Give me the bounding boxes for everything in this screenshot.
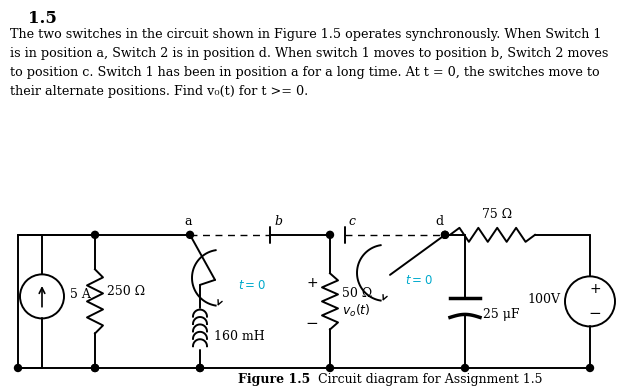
Text: +: + — [589, 282, 601, 296]
Text: 50 Ω: 50 Ω — [342, 287, 372, 300]
Text: $v_o(t)$: $v_o(t)$ — [342, 303, 371, 319]
Circle shape — [92, 365, 98, 372]
Circle shape — [586, 365, 594, 372]
Text: c: c — [348, 215, 355, 228]
Text: Figure 1.5: Figure 1.5 — [238, 373, 310, 386]
Circle shape — [14, 365, 22, 372]
Text: b: b — [274, 215, 282, 228]
Text: −: − — [306, 316, 318, 331]
Text: $t=0$: $t=0$ — [405, 275, 433, 287]
Text: 1.5: 1.5 — [28, 10, 57, 27]
Text: The two switches in the circuit shown in Figure 1.5 operates synchronously. When: The two switches in the circuit shown in… — [10, 28, 602, 41]
Text: +: + — [306, 277, 318, 291]
Text: Circuit diagram for Assignment 1.5: Circuit diagram for Assignment 1.5 — [310, 373, 542, 386]
Text: 5 A: 5 A — [70, 288, 91, 301]
Circle shape — [462, 365, 469, 372]
Text: −: − — [589, 306, 602, 321]
Circle shape — [196, 365, 204, 372]
Circle shape — [441, 231, 449, 238]
Circle shape — [92, 231, 98, 238]
Circle shape — [186, 231, 194, 238]
Circle shape — [92, 365, 98, 372]
Circle shape — [326, 231, 334, 238]
Text: $t=0$: $t=0$ — [238, 279, 266, 292]
Text: their alternate positions. Find v₀(t) for t >= 0.: their alternate positions. Find v₀(t) fo… — [10, 85, 308, 98]
Text: 100V: 100V — [527, 293, 560, 306]
Text: is in position a, Switch 2 is in position d. When switch 1 moves to position b, : is in position a, Switch 2 is in positio… — [10, 47, 608, 60]
Circle shape — [196, 365, 204, 372]
Circle shape — [441, 231, 449, 238]
Text: 25 μF: 25 μF — [483, 308, 519, 321]
Text: to position c. Switch 1 has been in position a for a long time. At t = 0, the sw: to position c. Switch 1 has been in posi… — [10, 66, 600, 79]
Text: 250 Ω: 250 Ω — [107, 285, 145, 298]
Circle shape — [326, 365, 334, 372]
Text: 160 mH: 160 mH — [214, 330, 265, 343]
Text: a: a — [184, 215, 192, 228]
Text: 75 Ω: 75 Ω — [482, 208, 513, 221]
Text: d: d — [435, 215, 443, 228]
